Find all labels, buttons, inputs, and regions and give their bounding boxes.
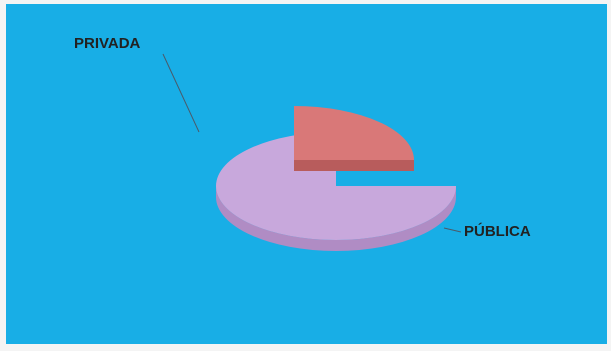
pie-slice-publica-side — [216, 186, 456, 251]
pie-slice-privada-leader-line — [162, 53, 200, 133]
pie-slice-privada-edge — [294, 160, 414, 171]
pie-slice-publica-label: PÚBLICA — [464, 222, 531, 240]
pie-slice-publica-top — [216, 132, 456, 240]
pie-slice-publica-leader-line — [443, 227, 462, 233]
pie-slice-privada — [294, 106, 414, 171]
pie-slice-publica — [216, 132, 456, 251]
plot-area: PÚBLICA PRIVADA — [6, 4, 607, 344]
pie-chart: PÚBLICA PRIVADA — [74, 35, 531, 251]
pie-slice-privada-label: PRIVADA — [74, 35, 141, 52]
pie-slice-privada-top — [294, 106, 414, 160]
